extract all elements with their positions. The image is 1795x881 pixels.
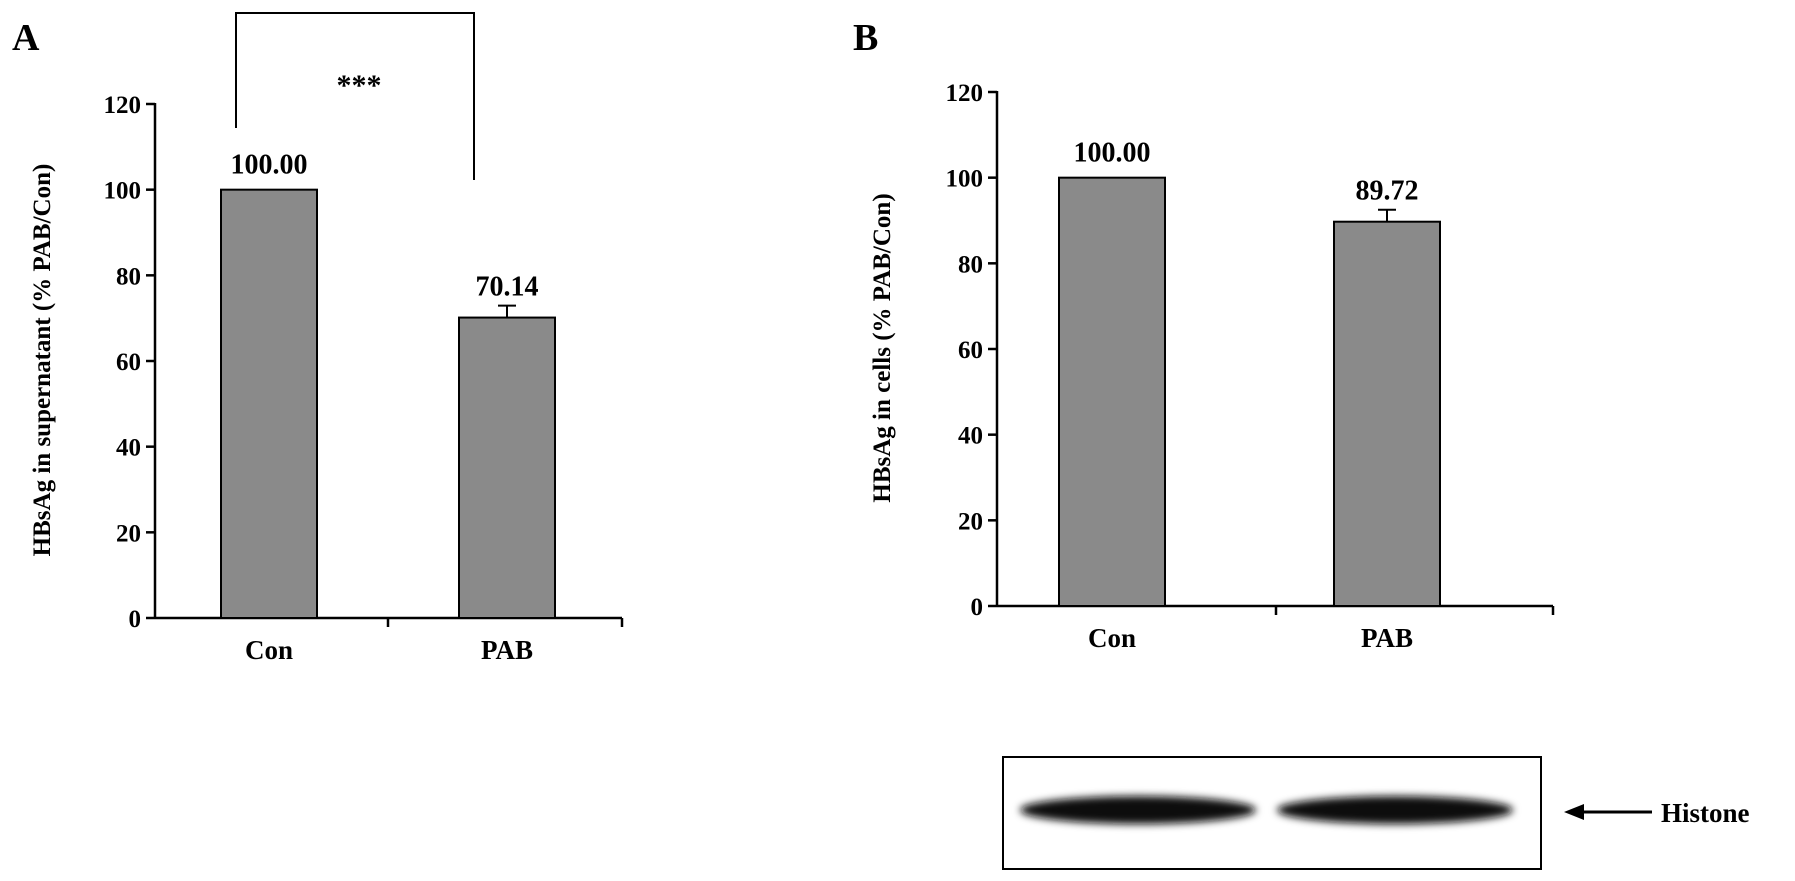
panel-a-ytick-label: 0	[129, 606, 142, 633]
panel-b-label: B	[853, 17, 878, 59]
histone-blot: Histone	[1002, 756, 1750, 870]
panel-a-significance-bracket	[235, 12, 475, 180]
panel-b-bar-pab	[1333, 220, 1441, 607]
panel-b-bar-con	[1058, 176, 1166, 608]
panel-a-bar-con	[220, 188, 318, 620]
panel-a-category-label: Con	[245, 635, 293, 665]
panel-a-category-label: PAB	[481, 635, 533, 665]
panel-a-value-label: 70.14	[476, 272, 539, 303]
panel-a-ytick-label: 100	[104, 178, 142, 205]
panel-a-bar-pab	[458, 316, 556, 619]
panel-b-ytick-label: 120	[946, 80, 984, 107]
panel-b-ytick-label: 20	[958, 508, 983, 535]
panel-b-ytick-label: 100	[946, 166, 984, 193]
panel-b-ylabel: HBsAg in cells (% PAB/Con)	[869, 193, 896, 502]
blot-label: Histone	[1661, 798, 1750, 828]
panel-b-ytick-label: 0	[971, 594, 984, 621]
panel-a-ytick-label: 60	[116, 349, 141, 376]
panel-b-ytick-label: 40	[958, 423, 983, 450]
panel-a-ytick-label: 120	[104, 92, 142, 119]
panel-a-ylabel: HBsAg in supernatant (% PAB/Con)	[29, 164, 56, 557]
panel-b-ytick-label: 80	[958, 251, 983, 278]
left-arrow-icon	[1564, 804, 1652, 820]
blot-band-con	[1020, 796, 1256, 824]
panel-a-ytick-label: 40	[116, 435, 141, 462]
blot-band-pab	[1277, 796, 1513, 824]
panel-a-ytick-label: 80	[116, 263, 141, 290]
panel-a-label: A	[12, 17, 40, 59]
panel-b-value-label: 100.00	[1074, 138, 1151, 169]
panel-b-category-label: Con	[1088, 623, 1136, 653]
panel-b-value-label: 89.72	[1356, 176, 1419, 207]
panel-a-ytick-label: 20	[116, 520, 141, 547]
panel-b-ytick-label: 60	[958, 337, 983, 364]
panel-b-category-label: PAB	[1361, 623, 1413, 653]
panel-a-value-label: 100.00	[231, 150, 308, 181]
panel-a-significance-label: ***	[337, 69, 382, 102]
panel-a-chart: A HBsAg in supernatant (% PAB/Con) 0 20 40…	[12, 12, 624, 665]
panel-b-chart: B HBsAg in cells (% PAB/Con) 0 20 40 60 80 10…	[853, 17, 1750, 870]
